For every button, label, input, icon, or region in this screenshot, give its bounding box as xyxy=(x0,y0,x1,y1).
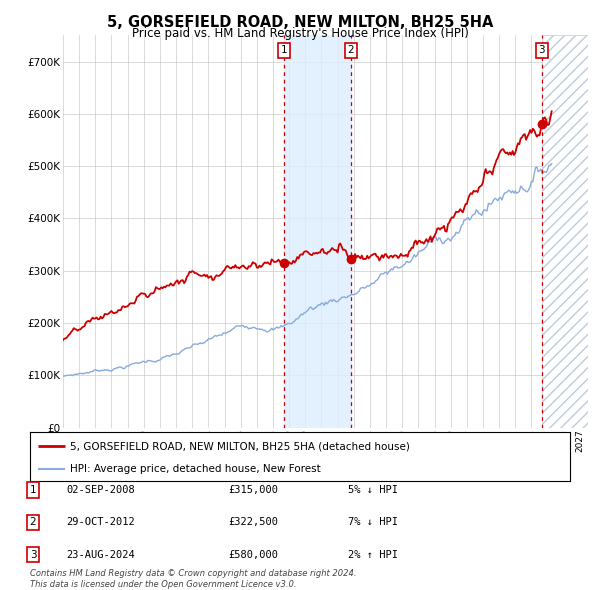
Text: £315,000: £315,000 xyxy=(228,485,278,495)
Text: 2% ↑ HPI: 2% ↑ HPI xyxy=(348,550,398,560)
Text: 2: 2 xyxy=(29,517,37,527)
Text: 5% ↓ HPI: 5% ↓ HPI xyxy=(348,485,398,495)
Text: 29-OCT-2012: 29-OCT-2012 xyxy=(66,517,135,527)
Text: HPI: Average price, detached house, New Forest: HPI: Average price, detached house, New … xyxy=(71,464,321,474)
Text: 5, GORSEFIELD ROAD, NEW MILTON, BH25 5HA: 5, GORSEFIELD ROAD, NEW MILTON, BH25 5HA xyxy=(107,15,493,30)
Text: 02-SEP-2008: 02-SEP-2008 xyxy=(66,485,135,495)
Text: 3: 3 xyxy=(29,550,37,560)
Text: £322,500: £322,500 xyxy=(228,517,278,527)
Text: 1: 1 xyxy=(281,45,287,55)
Text: 5, GORSEFIELD ROAD, NEW MILTON, BH25 5HA (detached house): 5, GORSEFIELD ROAD, NEW MILTON, BH25 5HA… xyxy=(71,441,410,451)
Text: £580,000: £580,000 xyxy=(228,550,278,560)
Text: 1: 1 xyxy=(29,485,37,495)
Bar xyxy=(284,35,351,428)
Text: 3: 3 xyxy=(538,45,545,55)
Bar xyxy=(542,35,588,428)
Text: Contains HM Land Registry data © Crown copyright and database right 2024.
This d: Contains HM Land Registry data © Crown c… xyxy=(30,569,356,589)
Text: Price paid vs. HM Land Registry's House Price Index (HPI): Price paid vs. HM Land Registry's House … xyxy=(131,27,469,40)
Text: 2: 2 xyxy=(348,45,355,55)
Text: 7% ↓ HPI: 7% ↓ HPI xyxy=(348,517,398,527)
Text: 23-AUG-2024: 23-AUG-2024 xyxy=(66,550,135,560)
